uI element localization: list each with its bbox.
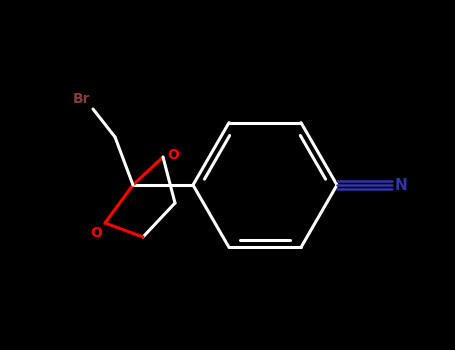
Text: O: O: [90, 226, 102, 240]
Text: N: N: [395, 177, 408, 192]
Text: O: O: [167, 148, 179, 162]
Text: Br: Br: [72, 92, 90, 106]
